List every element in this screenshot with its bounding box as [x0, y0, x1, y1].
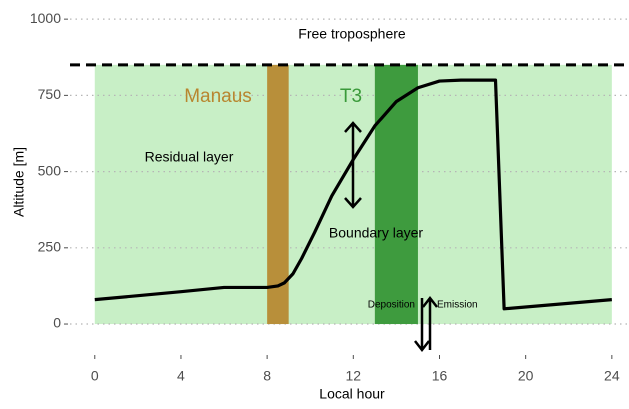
y-tick-label: 750 [38, 86, 62, 102]
time-band [267, 64, 289, 325]
annotation-layer: Free troposphere Manaus T3 Residual laye… [11, 10, 620, 402]
annotation: Residual layer [145, 149, 234, 165]
x-tick-label: 0 [91, 368, 99, 384]
y-tick-label: 1000 [30, 10, 61, 26]
x-tick-label: 4 [177, 368, 185, 384]
time-band [374, 64, 418, 325]
x-axis-title: Local hour [319, 386, 385, 402]
y-tick-label: 250 [38, 239, 62, 255]
y-tick-label: 500 [38, 162, 62, 178]
line-series [94, 78, 612, 311]
mixing-arrow [344, 121, 362, 209]
x-tick-label: 12 [346, 368, 362, 384]
band-label: T3 [340, 86, 362, 107]
data-layer [70, 63, 628, 325]
free-troposphere-label: Free troposphere [298, 26, 406, 42]
annotation: Boundary layer [329, 225, 424, 241]
arrows [344, 121, 438, 353]
band-label: Manaus [184, 86, 252, 107]
emission-arrow [422, 295, 438, 350]
annotation: Deposition [368, 300, 415, 311]
deposition-arrow [414, 298, 430, 353]
x-tick-label: 8 [263, 368, 271, 384]
y-axis-title: Altitude [m] [11, 147, 27, 217]
y-tick-label: 0 [53, 315, 61, 331]
x-tick-label: 24 [604, 368, 620, 384]
x-tick-label: 20 [518, 368, 534, 384]
x-tick-label: 16 [432, 368, 448, 384]
annotation: Emission [437, 300, 478, 311]
